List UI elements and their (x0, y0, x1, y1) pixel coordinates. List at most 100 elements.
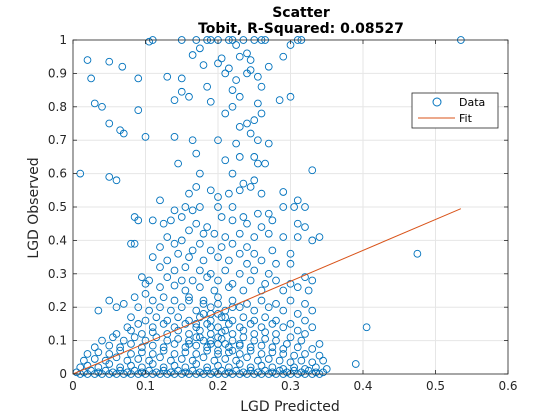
data-point (286, 279, 295, 288)
data-point (148, 253, 157, 261)
data-point (174, 335, 182, 343)
data-point (192, 183, 201, 191)
data-point (141, 336, 150, 345)
data-point (246, 363, 255, 372)
data-point (272, 259, 280, 268)
data-point (170, 266, 179, 275)
data-point (304, 286, 313, 295)
data-point (163, 336, 172, 345)
data-point (156, 196, 164, 205)
data-point (177, 303, 186, 312)
data-point (199, 310, 208, 318)
data-point (243, 119, 251, 128)
data-point (308, 166, 317, 175)
legend[interactable]: Data Fit (411, 92, 499, 129)
data-point (127, 350, 135, 358)
data-point (293, 283, 302, 292)
data-point (264, 229, 273, 238)
data-point (203, 82, 211, 91)
data-point (275, 356, 284, 365)
data-point (261, 159, 269, 168)
data-point (177, 236, 186, 245)
data-point (257, 256, 266, 265)
data-point (228, 169, 237, 178)
data-point (301, 203, 309, 211)
data-point (90, 355, 99, 363)
data-point (105, 57, 114, 66)
data-point (98, 336, 106, 345)
data-point (257, 82, 266, 91)
data-point (90, 343, 99, 352)
data-point (199, 300, 208, 308)
data-point (210, 356, 219, 365)
data-point (283, 340, 291, 348)
y-tick-label: 1 (59, 33, 67, 47)
data-point (217, 213, 226, 221)
data-point (315, 233, 324, 241)
fit-series (72, 208, 462, 375)
data-point (235, 92, 244, 101)
data-point (228, 239, 237, 248)
data-point (196, 203, 204, 211)
data-point (199, 229, 208, 238)
data-point (312, 368, 320, 377)
data-point (138, 330, 146, 338)
data-point (127, 239, 135, 248)
data-point (163, 233, 172, 241)
data-point (214, 346, 222, 355)
data-point (83, 361, 92, 370)
data-point (290, 363, 298, 372)
data-point (279, 345, 288, 353)
y-tick-label: 0.7 (48, 133, 67, 147)
data-point (225, 320, 233, 328)
legend-fit-label: Fit (459, 112, 473, 125)
data-point (196, 266, 204, 275)
data-point (141, 133, 150, 141)
data-point (225, 363, 233, 372)
data-point (109, 333, 117, 342)
data-point (199, 296, 208, 305)
data-point (188, 276, 197, 285)
x-tick-label: 0.1 (136, 379, 155, 393)
data-point (279, 323, 288, 332)
data-point (264, 209, 273, 218)
data-point (268, 216, 277, 225)
x-tick-label: 0 (69, 379, 77, 393)
data-point (177, 74, 186, 83)
data-point (203, 363, 211, 372)
data-point (192, 320, 201, 328)
data-point (174, 249, 182, 258)
data-point (257, 296, 266, 305)
data-point (170, 133, 179, 141)
data-point (239, 313, 248, 322)
data-point (134, 320, 143, 328)
data-point (246, 276, 255, 285)
data-point (185, 296, 193, 305)
data-point (286, 249, 295, 258)
data-point (221, 233, 230, 241)
data-point (152, 368, 161, 377)
y-tick-label: 0.6 (48, 167, 67, 181)
data-point (257, 223, 266, 231)
data-point (301, 330, 309, 338)
data-point (246, 183, 255, 191)
data-point (243, 243, 251, 251)
data-point (246, 320, 255, 328)
data-point (185, 189, 193, 198)
data-point (181, 320, 190, 328)
data-point (214, 203, 222, 211)
data-point (134, 303, 143, 312)
data-point (301, 350, 309, 358)
data-point (286, 358, 295, 367)
data-point (177, 87, 186, 96)
data-point (264, 269, 273, 278)
data-point (181, 368, 190, 377)
data-point (228, 346, 237, 355)
data-point (279, 52, 288, 61)
data-point (243, 300, 251, 308)
x-tick-label: 0.3 (281, 379, 300, 393)
data-point (250, 116, 259, 125)
data-point (250, 176, 259, 185)
data-point (257, 350, 266, 358)
data-point (163, 72, 172, 81)
